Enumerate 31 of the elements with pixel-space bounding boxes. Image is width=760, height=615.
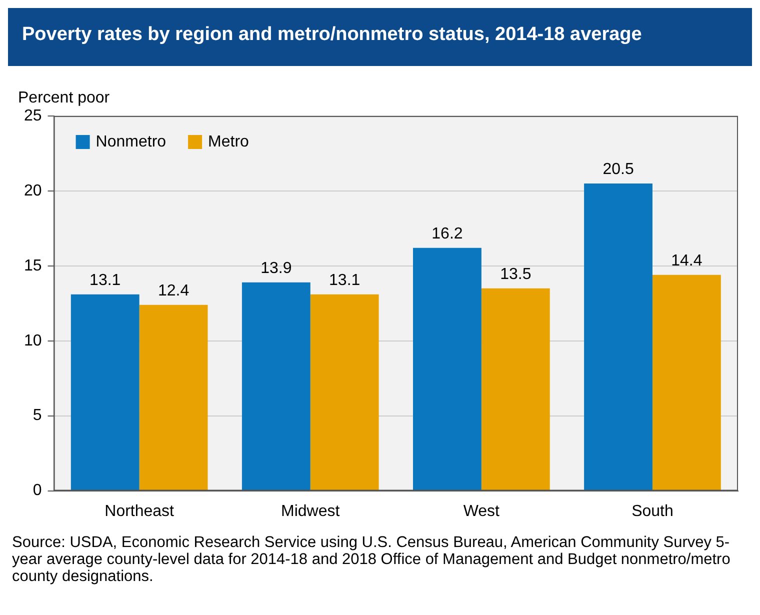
y-tick-label: 0 bbox=[32, 482, 42, 500]
bar bbox=[652, 274, 721, 490]
bar bbox=[481, 288, 550, 490]
chart-title: Poverty rates by region and metro/nonmetro status, 2014-18 average bbox=[8, 8, 752, 66]
bar bbox=[139, 304, 208, 490]
data-label: 14.4 bbox=[671, 252, 702, 270]
y-tick-label: 10 bbox=[24, 332, 42, 350]
legend-label: Metro bbox=[208, 133, 250, 150]
legend-label: Nonmetro bbox=[96, 133, 166, 150]
data-label: 13.1 bbox=[329, 272, 360, 289]
x-tick-label: Midwest bbox=[281, 502, 340, 520]
bar bbox=[584, 183, 652, 490]
x-tick-label: Northeast bbox=[104, 502, 175, 520]
bar bbox=[242, 282, 310, 490]
data-label: 12.4 bbox=[158, 282, 190, 300]
y-tick-label: 20 bbox=[24, 182, 42, 200]
y-tick-label: 5 bbox=[32, 407, 42, 424]
y-tick-label: 15 bbox=[24, 257, 42, 274]
bar bbox=[310, 294, 379, 490]
data-label: 13.5 bbox=[500, 266, 532, 283]
x-tick-label: West bbox=[463, 502, 500, 520]
data-label: 13.9 bbox=[260, 260, 292, 277]
bar bbox=[70, 294, 140, 490]
bar bbox=[413, 248, 482, 490]
source-note: Source: USDA, Economic Research Service using U.S. Census Bureau, American Community Survey 5-year average county-level data for 2014-18 and 2018 Office of Management and Budget nonmetro/metro county designations. bbox=[11, 534, 732, 585]
data-label: 20.5 bbox=[602, 160, 634, 178]
data-label: 13.1 bbox=[90, 272, 121, 289]
y-axis-title: Percent poor bbox=[18, 89, 110, 106]
data-label: 16.2 bbox=[432, 225, 463, 242]
y-tick-label: 25 bbox=[24, 107, 42, 124]
x-tick-label: South bbox=[632, 502, 674, 520]
